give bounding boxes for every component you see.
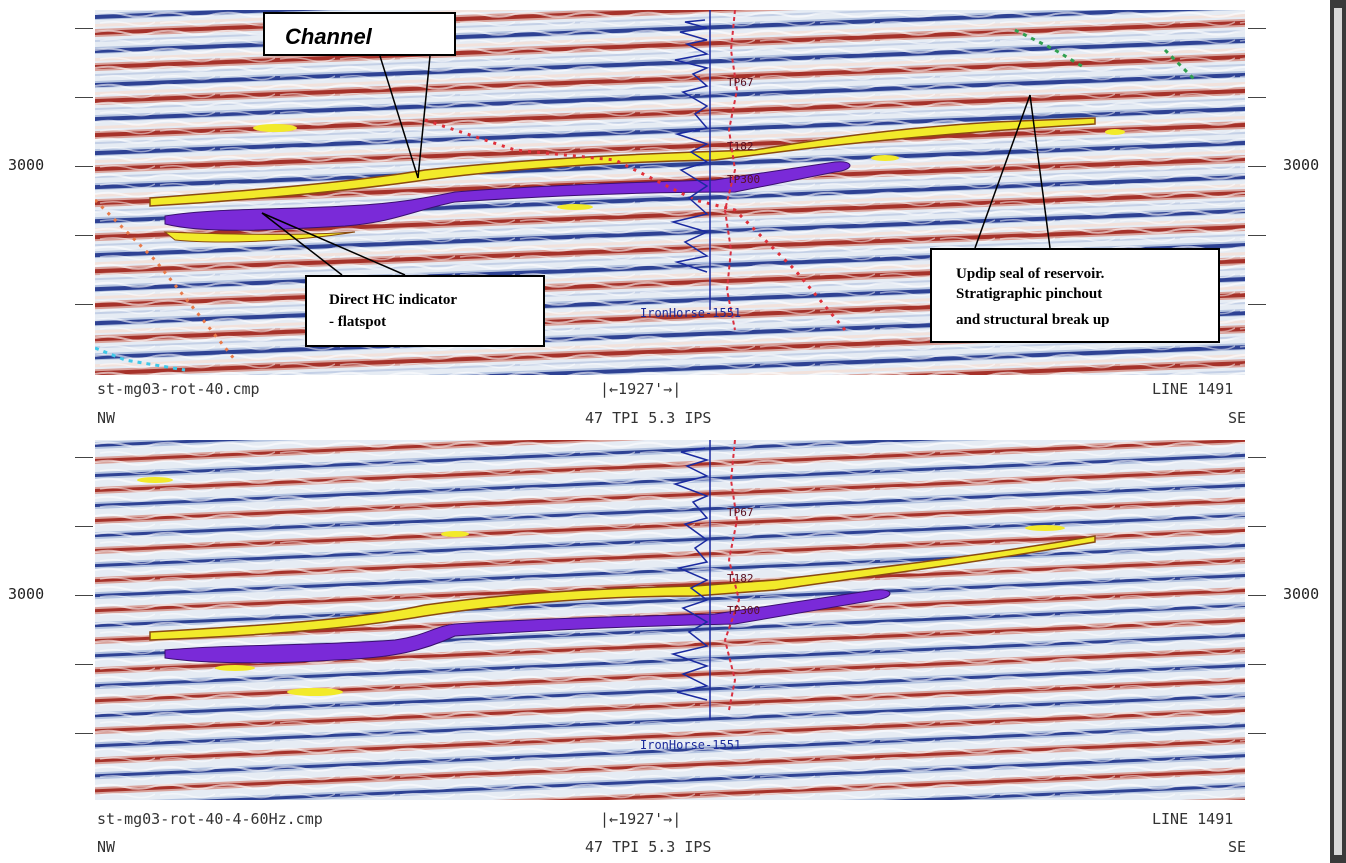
- seismic-section-top: [95, 10, 1245, 375]
- seismic-panel-bottom: TP67 T182 TP300 IronHorse-1551: [95, 440, 1245, 800]
- direction-right: SE: [1228, 838, 1247, 856]
- line-label: LINE 1491: [1152, 380, 1234, 398]
- scale-bar: |←1927'→|: [600, 810, 682, 828]
- callout-hc-line1: Direct HC indicator: [329, 292, 458, 308]
- seismic-section-bottom: [95, 440, 1245, 800]
- tpi-label: 47 TPI 5.3 IPS: [585, 409, 712, 427]
- callout-channel: Channel: [263, 12, 456, 56]
- depth-label-left: 3000: [8, 156, 45, 174]
- callout-channel-text: Channel: [285, 24, 372, 49]
- well-marker-tp300: TP300: [727, 604, 761, 617]
- axis-tick: [1248, 235, 1266, 236]
- seismic-panel-top: TP67 T182 TP300 IronHorse-1551: [95, 10, 1245, 375]
- callout-updip-line2: Stratigraphic pinchout: [956, 286, 1103, 302]
- well-marker-t182: T182: [727, 572, 754, 585]
- filename-label: st-mg03-rot-40.cmp: [97, 380, 260, 398]
- axis-tick: [1248, 457, 1266, 458]
- callout-hc-line2: - flatspot: [329, 314, 387, 330]
- axis-tick: [75, 457, 93, 458]
- line-label: LINE 1491: [1152, 810, 1234, 828]
- callout-updip-line1: Updip seal of reservoir.: [956, 266, 1105, 282]
- axis-tick: [1248, 733, 1266, 734]
- tpi-label: 47 TPI 5.3 IPS: [585, 838, 712, 856]
- callout-direct-hc: Direct HC indicator - flatspot: [305, 275, 545, 347]
- callout-updip-seal: Updip seal of reservoir. Stratigraphic p…: [930, 248, 1220, 343]
- well-log: [670, 440, 741, 720]
- axis-tick: [1248, 166, 1266, 167]
- axis-tick: [75, 595, 93, 596]
- direction-left: NW: [97, 409, 116, 427]
- well-log: [670, 10, 739, 331]
- scrollbar-track[interactable]: [1334, 8, 1342, 855]
- axis-tick: [75, 304, 93, 305]
- well-marker-tp300: TP300: [727, 173, 761, 186]
- axis-tick: [1248, 664, 1266, 665]
- depth-label-right: 3000: [1283, 585, 1320, 603]
- axis-tick: [75, 664, 93, 665]
- scale-bar: |←1927'→|: [600, 380, 682, 398]
- well-marker-t182: T182: [727, 140, 754, 153]
- well-marker-tp67: TP67: [727, 506, 754, 519]
- axis-tick: [75, 97, 93, 98]
- direction-left: NW: [97, 838, 116, 856]
- axis-tick: [1248, 526, 1266, 527]
- well-label: IronHorse-1551: [640, 738, 742, 752]
- axis-tick: [1248, 28, 1266, 29]
- filename-label: st-mg03-rot-40-4-60Hz.cmp: [97, 810, 323, 828]
- axis-tick: [75, 235, 93, 236]
- callout-updip-line3: and structural break up: [956, 312, 1110, 328]
- axis-tick: [75, 526, 93, 527]
- flatspot-anomaly: [164, 589, 891, 664]
- depth-label-right: 3000: [1283, 156, 1320, 174]
- axis-tick: [75, 28, 93, 29]
- axis-tick: [1248, 595, 1266, 596]
- well-label: IronHorse-1551: [640, 306, 742, 320]
- axis-tick: [1248, 304, 1266, 305]
- axis-tick: [75, 733, 93, 734]
- direction-right: SE: [1228, 409, 1247, 427]
- axis-tick: [75, 166, 93, 167]
- channel-anomaly: [149, 535, 1096, 641]
- well-marker-tp67: TP67: [727, 76, 754, 89]
- depth-label-left: 3000: [8, 585, 45, 603]
- axis-tick: [1248, 97, 1266, 98]
